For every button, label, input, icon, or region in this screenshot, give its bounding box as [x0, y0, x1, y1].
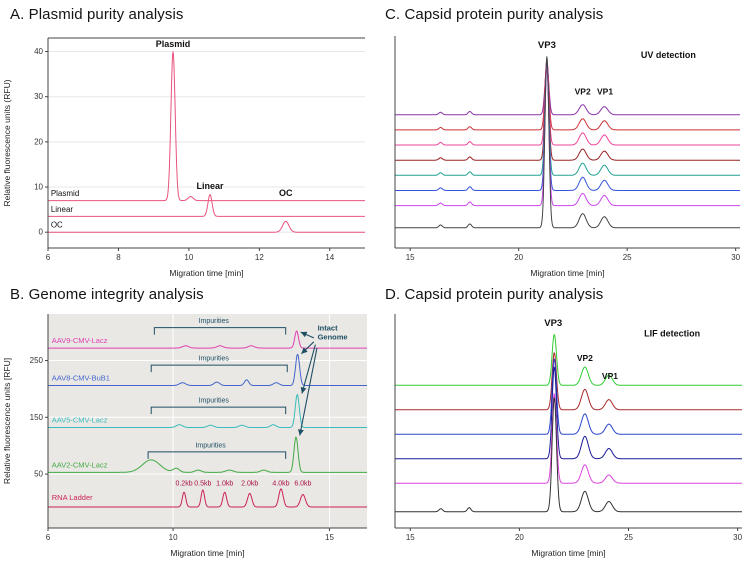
svg-text:20: 20 — [514, 253, 523, 262]
svg-text:30: 30 — [34, 92, 43, 101]
svg-text:Impurities: Impurities — [199, 356, 230, 363]
svg-text:150: 150 — [30, 413, 44, 422]
svg-text:2.0kb: 2.0kb — [241, 480, 258, 487]
panel-c-title: C. Capsid protein purity analysis — [385, 6, 604, 23]
svg-text:0.2kb: 0.2kb — [175, 480, 192, 487]
svg-text:VP3: VP3 — [538, 40, 556, 51]
svg-text:15: 15 — [406, 533, 415, 542]
svg-text:0: 0 — [39, 228, 44, 237]
panel-a-title: A. Plasmid purity analysis — [10, 6, 184, 23]
svg-text:Impurities: Impurities — [195, 442, 226, 449]
svg-text:OC: OC — [279, 188, 293, 198]
svg-text:50: 50 — [34, 470, 43, 479]
svg-text:10: 10 — [34, 183, 43, 192]
panel-c-chart: 15 20 25 30 Migration time [min] VP3 VP2 VP1 UV … — [394, 36, 741, 278]
panel-b-chart: 6 10 15 50 150 250 Migration time [min] Relativ… — [2, 314, 367, 558]
svg-text:250: 250 — [30, 356, 44, 365]
svg-text:25: 25 — [623, 253, 632, 262]
svg-text:Migration time [min]: Migration time [min] — [170, 548, 244, 558]
svg-text:OC: OC — [51, 221, 63, 230]
svg-text:VP1: VP1 — [602, 371, 618, 381]
svg-text:15: 15 — [406, 253, 415, 262]
svg-text:Migration time [min]: Migration time [min] — [530, 268, 604, 278]
svg-text:14: 14 — [325, 253, 334, 262]
svg-text:30: 30 — [731, 253, 740, 262]
svg-text:AAV2-CMV-Lacz: AAV2-CMV-Lacz — [52, 460, 108, 469]
svg-text:Linear: Linear — [197, 181, 225, 191]
svg-text:40: 40 — [34, 47, 43, 56]
panel-a-chart: 6 8 10 12 14 0 10 20 30 40 Migration time [min] Rel… — [2, 37, 365, 278]
svg-text:VP1: VP1 — [597, 87, 613, 97]
svg-text:20: 20 — [515, 533, 524, 542]
svg-text:Migration time [min]: Migration time [min] — [531, 548, 605, 558]
svg-text:Plasmid: Plasmid — [51, 189, 79, 198]
svg-text:RNA Ladder: RNA Ladder — [52, 493, 93, 502]
panel-b: B. Genome integrity analysis 6 10 15 50 150 2… — [0, 280, 375, 561]
svg-text:VP3: VP3 — [544, 318, 562, 329]
svg-text:VP2: VP2 — [575, 87, 591, 97]
svg-text:Impurities: Impurities — [199, 398, 230, 405]
svg-text:10: 10 — [169, 533, 178, 542]
svg-text:Impurities: Impurities — [199, 318, 230, 325]
svg-text:AAV8-CMV-BuB1: AAV8-CMV-BuB1 — [52, 373, 110, 382]
panel-d-title: D. Capsid protein purity analysis — [385, 286, 604, 303]
svg-text:1.0kb: 1.0kb — [216, 480, 233, 487]
svg-text:6: 6 — [46, 533, 51, 542]
svg-text:Relative fluorescence units (R: Relative fluorescence units (RFU) — [2, 79, 12, 206]
svg-text:20: 20 — [34, 137, 43, 146]
svg-text:6: 6 — [46, 253, 51, 262]
svg-text:Relative fluorescence units [R: Relative fluorescence units [RFU] — [2, 358, 12, 484]
panel-c: C. Capsid protein purity analysis 15 20 25… — [375, 0, 750, 280]
svg-text:UV detection: UV detection — [641, 50, 696, 60]
svg-text:15: 15 — [325, 533, 334, 542]
svg-text:0.5kb: 0.5kb — [194, 480, 211, 487]
svg-text:10: 10 — [184, 253, 193, 262]
svg-text:6.0kb: 6.0kb — [294, 480, 311, 487]
svg-text:VP2: VP2 — [577, 353, 593, 363]
svg-text:LIF detection: LIF detection — [644, 328, 700, 338]
svg-text:12: 12 — [255, 253, 264, 262]
svg-text:AAV9-CMV-Lacz: AAV9-CMV-Lacz — [52, 336, 108, 345]
panel-b-title: B. Genome integrity analysis — [10, 286, 204, 303]
svg-text:AAV5-CMV-Lacz: AAV5-CMV-Lacz — [52, 415, 108, 424]
svg-text:25: 25 — [624, 533, 633, 542]
svg-text:Plasmid: Plasmid — [156, 39, 191, 49]
svg-text:Linear: Linear — [51, 205, 74, 214]
panel-d: D. Capsid protein purity analysis 15 20 25… — [375, 280, 750, 561]
panel-a: A. Plasmid purity analysis 6 8 10 12 14 0 10 20… — [0, 0, 375, 280]
svg-text:8: 8 — [116, 253, 121, 262]
panel-d-chart: 15 20 25 30 Migration time [min] VP3 VP2 VP1 LIF… — [394, 314, 743, 558]
svg-text:Migration time [min]: Migration time [min] — [169, 268, 243, 278]
svg-text:30: 30 — [733, 533, 742, 542]
svg-text:4.0kb: 4.0kb — [272, 480, 289, 487]
